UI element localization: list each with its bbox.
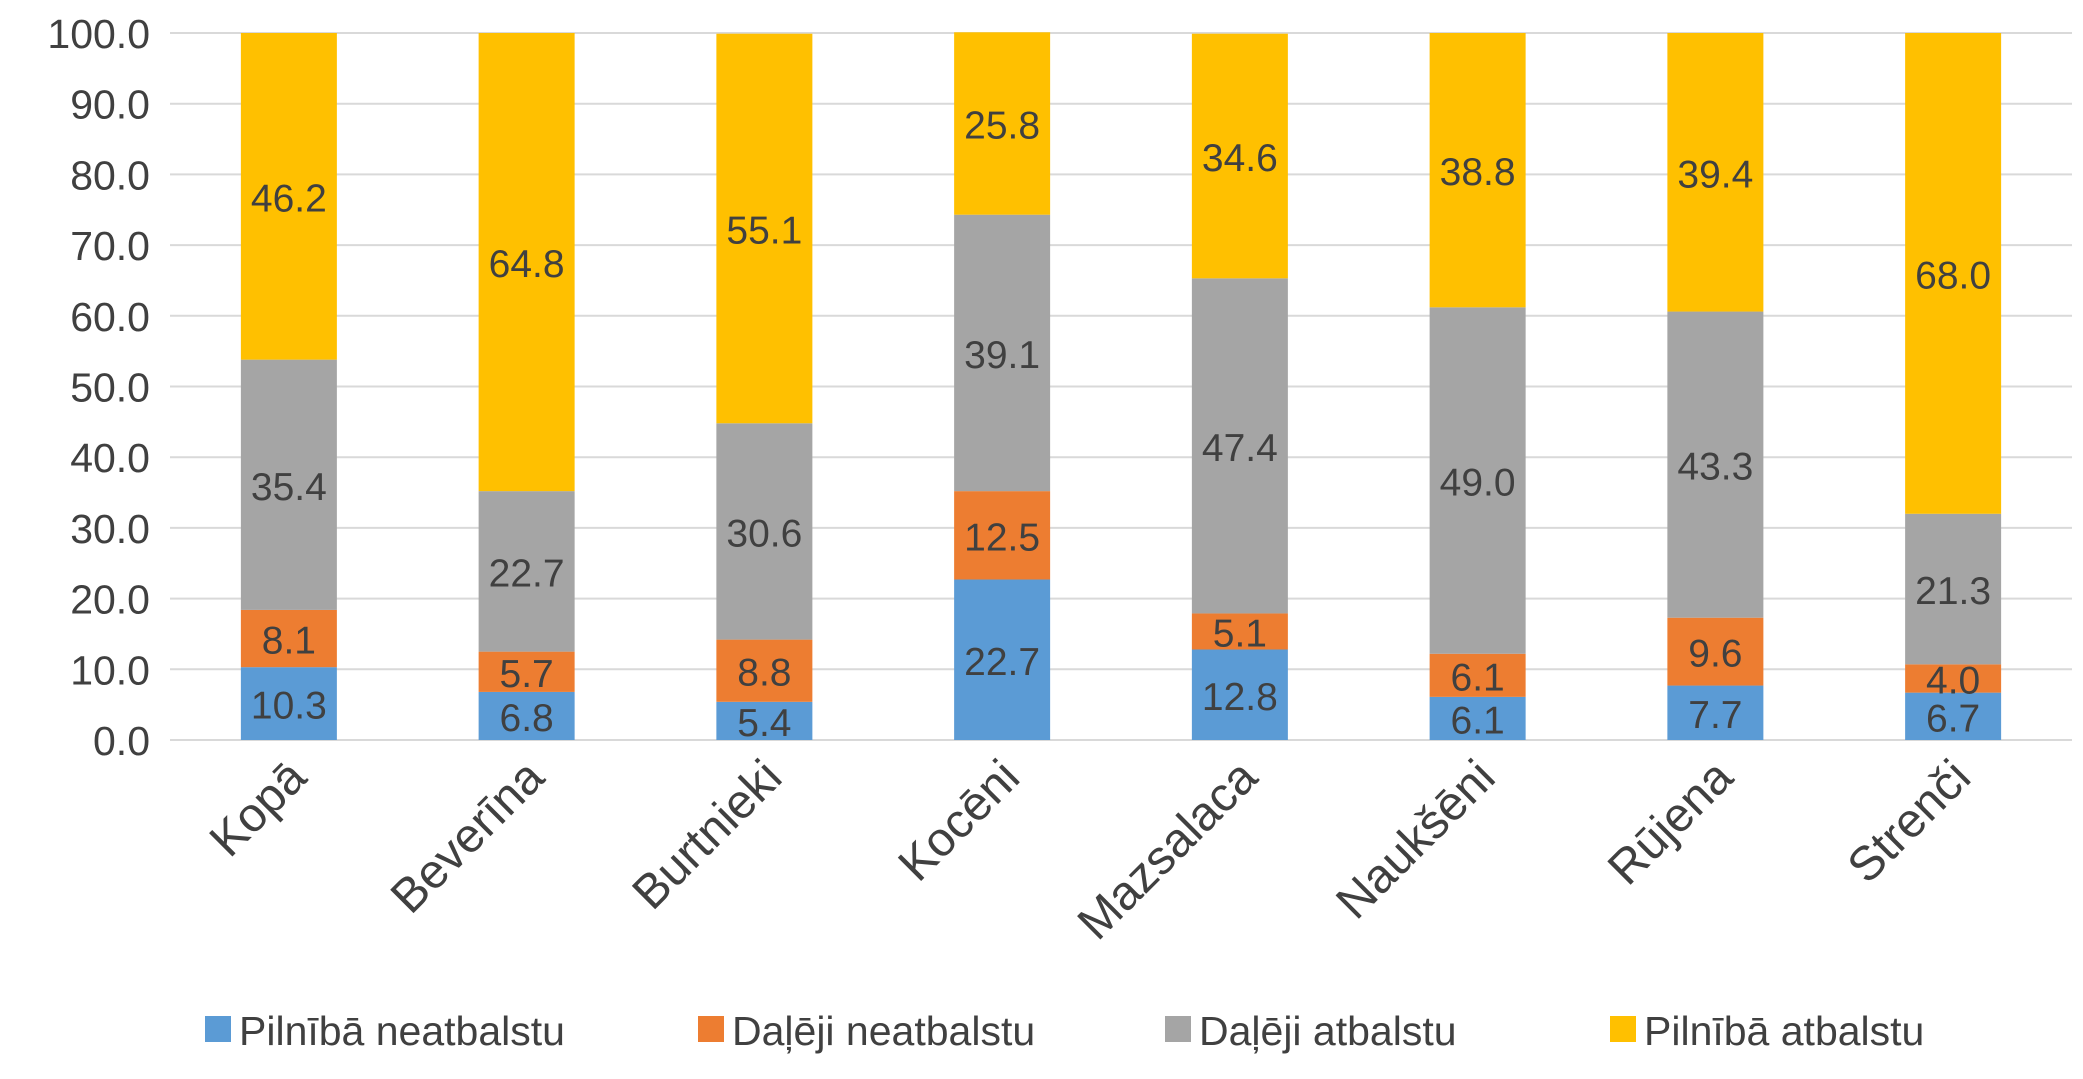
data-label: 5.1	[1213, 612, 1267, 655]
x-category-label: Burtnieki	[623, 750, 793, 920]
data-label: 64.8	[489, 243, 565, 286]
bar-segment	[716, 701, 813, 740]
data-label: 5.7	[500, 653, 554, 696]
data-label: 21.3	[1915, 570, 1991, 613]
data-label: 30.6	[726, 512, 802, 555]
data-label: 39.4	[1677, 153, 1753, 196]
x-category-label: Mazsalaca	[1068, 750, 1268, 950]
data-label: 6.7	[1926, 697, 1980, 740]
y-tick-label: 50.0	[70, 365, 150, 411]
y-tick-label: 60.0	[70, 294, 150, 340]
bar-segment	[1667, 33, 1764, 312]
x-category-label: Rūjena	[1598, 750, 1743, 895]
data-label: 39.1	[964, 334, 1040, 377]
bar-segment	[1905, 664, 2002, 693]
data-label: 12.5	[964, 516, 1040, 559]
bar-segment	[1667, 617, 1764, 686]
data-label: 10.3	[251, 685, 327, 728]
bar-segment	[1429, 33, 1526, 308]
bar-segment	[1905, 513, 2002, 665]
data-label: 47.4	[1202, 427, 1278, 470]
legend-label: Daļēji neatbalstu	[732, 1008, 1035, 1054]
y-tick-label: 20.0	[70, 577, 150, 623]
y-tick-label: 10.0	[70, 647, 150, 693]
bar-segment	[1191, 33, 1288, 279]
data-label: 6.1	[1451, 699, 1505, 742]
bar-segment	[240, 667, 337, 740]
bar-segment	[1667, 311, 1764, 618]
legend-swatch	[1610, 1016, 1636, 1042]
bar-segment	[954, 214, 1051, 492]
y-tick-label: 30.0	[70, 506, 150, 552]
x-category-label: Strenči	[1838, 750, 1981, 893]
data-label: 38.8	[1440, 151, 1516, 194]
bar-segment	[1429, 307, 1526, 654]
bar-segment	[478, 491, 575, 652]
bar-segment	[954, 491, 1051, 580]
bar-segment	[478, 691, 575, 740]
bar-segment	[1191, 278, 1288, 614]
x-category-label: Kocēni	[889, 750, 1030, 891]
data-label: 68.0	[1915, 254, 1991, 297]
legend-label: Pilnībā neatbalstu	[239, 1008, 565, 1054]
data-label: 46.2	[251, 177, 327, 220]
x-category-label: Kopā	[200, 750, 317, 867]
legend-label: Daļēji atbalstu	[1199, 1008, 1457, 1054]
bar-segment	[478, 33, 575, 492]
bar-segment	[1429, 653, 1526, 697]
bar-segment	[716, 423, 813, 640]
bar-segment	[954, 579, 1051, 740]
data-label: 5.4	[737, 702, 791, 745]
bar-segment	[1191, 649, 1288, 740]
bar-segment	[716, 639, 813, 702]
y-tick-label: 100.0	[47, 11, 150, 57]
data-label: 22.7	[964, 641, 1040, 684]
legend-label: Pilnībā atbalstu	[1644, 1008, 1924, 1054]
data-label: 9.6	[1688, 633, 1742, 676]
data-label: 12.8	[1202, 676, 1278, 719]
legend-swatch	[205, 1016, 231, 1042]
data-label: 6.1	[1451, 656, 1505, 699]
bar-segment	[478, 651, 575, 692]
y-tick-label: 0.0	[93, 718, 150, 764]
y-tick-label: 80.0	[70, 152, 150, 198]
data-label: 6.8	[500, 697, 554, 740]
legend-swatch	[1165, 1016, 1191, 1042]
y-tick-label: 70.0	[70, 223, 150, 269]
bar-segment	[1191, 613, 1288, 650]
bar-segment	[1905, 692, 2002, 740]
y-tick-label: 90.0	[70, 82, 150, 128]
y-axis-tick-labels: 0.0 10.0 20.0 30.0 40.0 50.0 60.0 70.0 80.0 90.0 1…	[47, 11, 150, 764]
x-category-label: Beverīna	[381, 750, 555, 924]
bar-segment	[1429, 696, 1526, 740]
bar-segment	[240, 359, 337, 610]
y-tick-label: 40.0	[70, 435, 150, 481]
x-axis-category-labels: Kopā Beverīna Burtnieki Kocēni Mazsalaca Nauk…	[200, 750, 1981, 950]
data-label: 25.8	[964, 104, 1040, 147]
legend: Pilnībā neatbalstu Daļēji neatbalstu Daļēj…	[205, 1008, 1924, 1054]
data-label: 4.0	[1926, 659, 1980, 702]
bar-segment	[1667, 685, 1764, 740]
data-label: 55.1	[726, 209, 802, 252]
data-label: 8.8	[737, 652, 791, 695]
bar-segment	[954, 32, 1051, 215]
bar-segment	[1905, 33, 2002, 514]
data-label: 35.4	[251, 466, 327, 509]
bar-segment	[716, 33, 813, 424]
bar-segment	[240, 33, 337, 360]
data-label: 7.7	[1688, 694, 1742, 737]
x-category-label: Naukšēni	[1326, 750, 1505, 929]
bar-segment	[240, 609, 337, 668]
data-label: 34.6	[1202, 137, 1278, 180]
gridlines	[170, 32, 2072, 741]
data-label: 8.1	[262, 620, 316, 663]
legend-swatch	[698, 1016, 724, 1042]
data-labels: 10.3 8.1 35.4 46.2 6.85.7 22.7 64.8 5.4 8.8 30.6 5…	[251, 104, 1991, 744]
bars	[240, 32, 2002, 740]
data-label: 22.7	[489, 552, 565, 595]
data-label: 43.3	[1677, 446, 1753, 489]
data-label: 49.0	[1440, 462, 1516, 505]
